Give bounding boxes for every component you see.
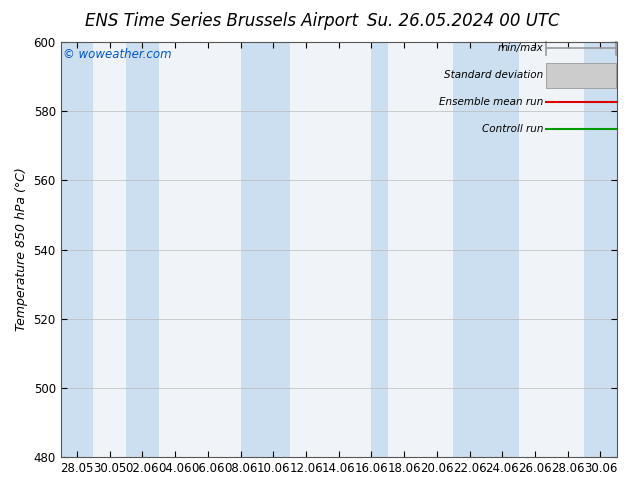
- Text: Standard deviation: Standard deviation: [444, 70, 543, 80]
- Bar: [546, 63, 616, 88]
- Bar: [453, 42, 519, 457]
- Text: Controll run: Controll run: [482, 124, 543, 134]
- Text: Su. 26.05.2024 00 UTC: Su. 26.05.2024 00 UTC: [366, 12, 559, 30]
- Y-axis label: Temperature 850 hPa (°C): Temperature 850 hPa (°C): [15, 168, 28, 331]
- Text: ENS Time Series Brussels Airport: ENS Time Series Brussels Airport: [86, 12, 358, 30]
- Bar: [372, 42, 388, 457]
- Bar: [584, 42, 617, 457]
- Text: © woweather.com: © woweather.com: [63, 49, 172, 61]
- Bar: [240, 42, 290, 457]
- Bar: [61, 42, 93, 457]
- Text: min/max: min/max: [498, 43, 543, 53]
- Text: Ensemble mean run: Ensemble mean run: [439, 97, 543, 107]
- Bar: [126, 42, 158, 457]
